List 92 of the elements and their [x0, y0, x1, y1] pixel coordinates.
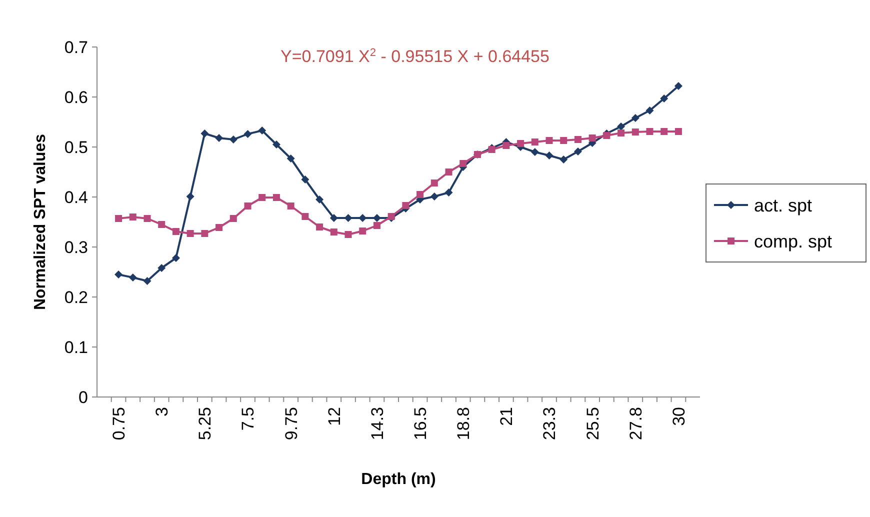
point	[258, 126, 266, 134]
point	[430, 192, 438, 200]
x-tick-label: 7.5	[238, 407, 258, 431]
point	[603, 132, 610, 139]
point	[618, 130, 625, 136]
annotation: Y=0.7091 X$^{2}$ - 0.95515 X + 0.64455	[280, 47, 550, 66]
point	[646, 128, 654, 135]
point	[186, 192, 194, 200]
point	[186, 230, 194, 237]
y-tick-label: 0.5	[64, 138, 88, 157]
point	[244, 202, 252, 210]
point	[444, 188, 453, 196]
x-tick-label: 21	[497, 407, 516, 426]
y-tick-label: 0.7	[64, 38, 88, 57]
point	[646, 106, 654, 114]
x-tick-label: 16.5	[410, 407, 430, 440]
y-axis-title: Normalized SPT values	[32, 134, 49, 310]
point	[258, 194, 266, 201]
y-tick-label: 0.1	[64, 338, 88, 357]
point	[530, 148, 539, 156]
point	[316, 224, 324, 230]
point	[574, 148, 582, 156]
x-tick-label: 25.5	[583, 407, 602, 440]
point	[373, 222, 380, 229]
point	[617, 122, 626, 130]
point	[660, 128, 668, 135]
point	[674, 82, 682, 90]
point	[460, 160, 467, 167]
point	[631, 114, 640, 122]
point	[287, 202, 294, 210]
point	[330, 228, 338, 236]
point	[546, 137, 553, 144]
point	[674, 128, 682, 135]
y-tick-label: 0.2	[64, 288, 88, 307]
point	[172, 228, 180, 235]
point	[200, 130, 209, 138]
x-tick-label: 14.3	[368, 407, 387, 440]
point	[115, 215, 122, 222]
point	[359, 228, 366, 234]
point	[158, 221, 166, 228]
point	[430, 180, 438, 186]
x-tick-label: 0.75	[109, 407, 128, 440]
point	[129, 214, 136, 220]
x-tick-label: 30	[669, 407, 688, 426]
legend-label: comp. spt	[754, 231, 832, 252]
point	[286, 154, 295, 162]
point	[301, 176, 310, 184]
y-tick-label: 0.3	[64, 238, 88, 257]
x-tick-label: 9.75	[282, 407, 301, 440]
x-tick-label: 27.8	[626, 407, 646, 440]
point	[502, 142, 510, 149]
point	[172, 254, 180, 262]
point	[114, 270, 123, 278]
point	[531, 138, 538, 146]
x-tick-label: 23.3	[540, 407, 560, 440]
point	[545, 152, 554, 160]
point	[201, 230, 208, 237]
point	[588, 134, 596, 142]
x-tick-label: 5.25	[196, 407, 215, 440]
x-tick-label: 18.8	[454, 407, 474, 440]
point	[230, 215, 237, 222]
point	[302, 213, 309, 220]
y-tick-label: 0.4	[64, 188, 88, 207]
point	[416, 191, 424, 198]
point	[244, 130, 252, 138]
point	[344, 231, 352, 238]
point	[216, 224, 223, 231]
point	[272, 140, 280, 148]
point	[560, 137, 568, 144]
point	[144, 215, 151, 222]
point	[344, 214, 352, 222]
legend-label: act. spt	[754, 195, 812, 216]
point	[517, 140, 524, 147]
y-tick-label: 0	[78, 388, 88, 407]
point	[215, 134, 224, 142]
point	[143, 277, 152, 285]
y-tick-label: 0.6	[64, 88, 88, 107]
point	[660, 94, 668, 102]
x-tick-label: 3	[152, 407, 172, 416]
point	[445, 168, 452, 176]
point	[402, 202, 410, 209]
point	[272, 194, 280, 201]
x-axis-title: Depth (m)	[361, 471, 436, 488]
point	[158, 264, 166, 272]
x-tick-label: 12	[324, 407, 344, 426]
point	[128, 274, 137, 282]
point	[574, 136, 582, 143]
point	[316, 196, 324, 204]
point	[330, 214, 338, 222]
point	[632, 128, 639, 136]
point	[229, 136, 238, 144]
point	[560, 156, 568, 164]
